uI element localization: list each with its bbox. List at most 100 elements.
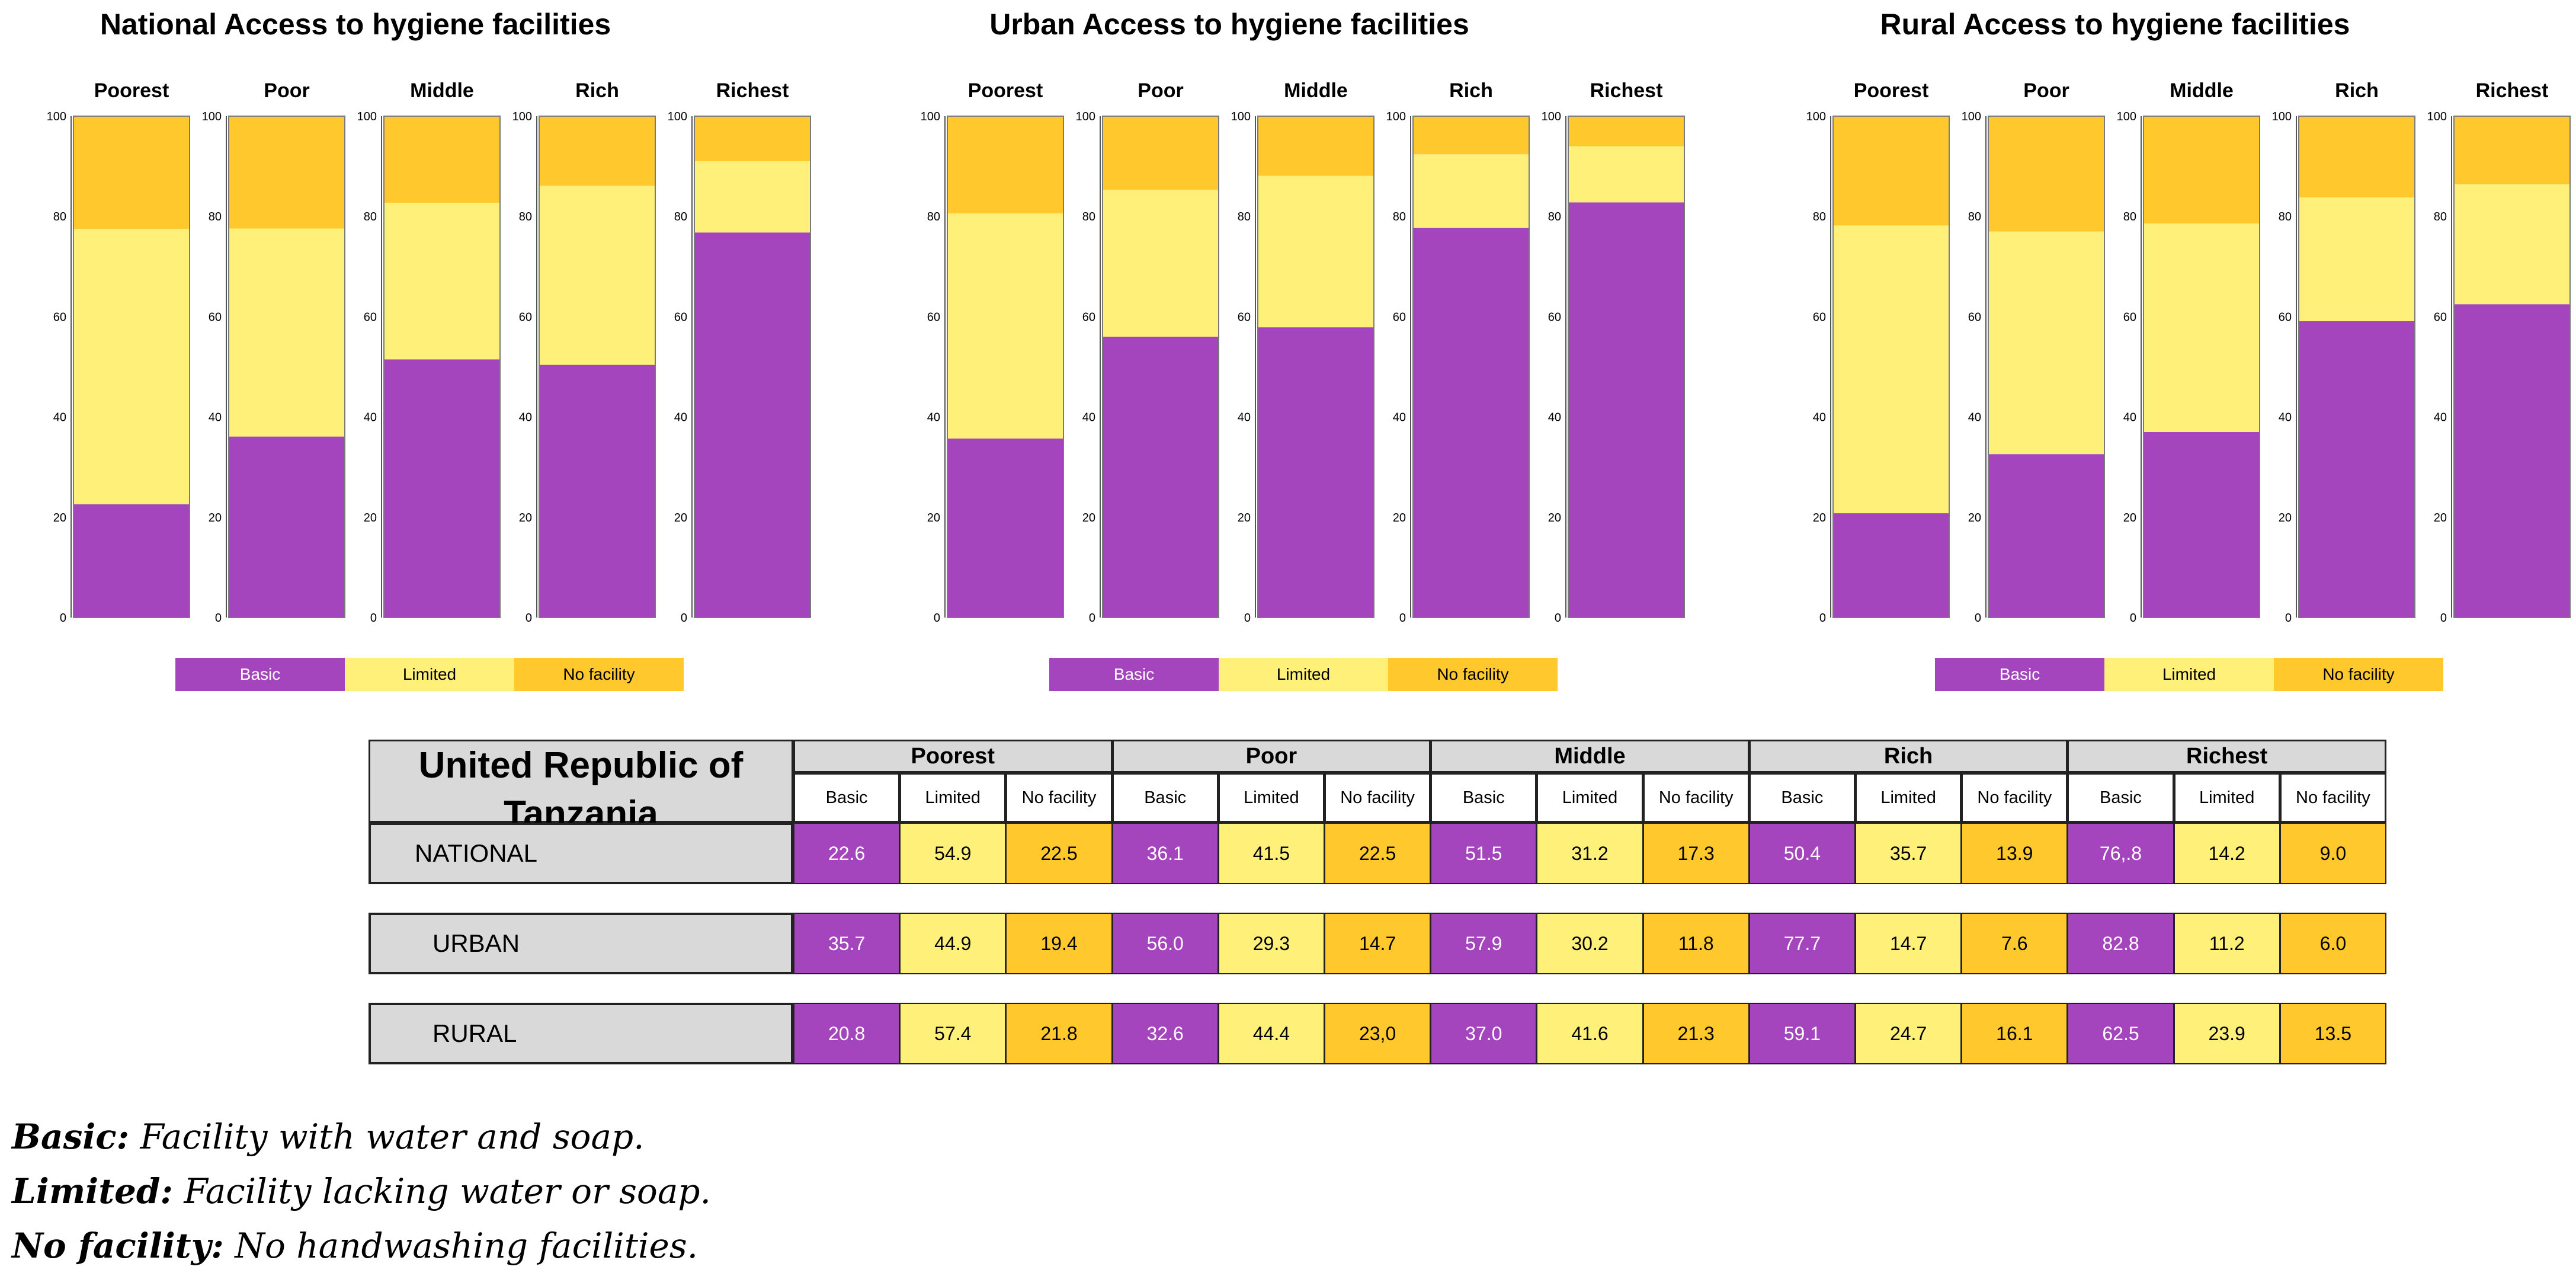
table-row: NATIONAL 22.6 54.9 22.5 36.1 41.5 22.5 51.5 31.2… bbox=[369, 823, 2386, 884]
y-tick-label: 100 bbox=[1076, 110, 1095, 123]
subheader-basic: Basic bbox=[2067, 773, 2174, 823]
y-tick-label: 20 bbox=[519, 511, 532, 524]
y-tick-label: 40 bbox=[519, 411, 532, 424]
y-tick-label: 0 bbox=[370, 612, 377, 625]
bar-frame bbox=[1568, 116, 1685, 618]
cell-limited: 41.5 bbox=[1217, 823, 1325, 884]
y-tick-label: 80 bbox=[364, 210, 377, 223]
cell-no-facility: 21.8 bbox=[1005, 1003, 1113, 1064]
y-tick-label: 40 bbox=[1548, 411, 1561, 424]
y-tick-label: 20 bbox=[1238, 511, 1251, 524]
y-tick-label: 100 bbox=[512, 110, 532, 123]
category-label: Poorest bbox=[968, 79, 1043, 102]
bar-frame bbox=[1257, 116, 1374, 618]
bar-limited-middle bbox=[384, 203, 500, 360]
y-tick-label: 100 bbox=[1386, 110, 1406, 123]
y-tick-label: 100 bbox=[357, 110, 377, 123]
cell-no-facility: 22.5 bbox=[1324, 823, 1431, 884]
y-tick-label: 40 bbox=[1393, 411, 1406, 424]
legend-limited: Limited bbox=[1219, 658, 1388, 691]
y-tick-label: 20 bbox=[1082, 511, 1095, 524]
chart-title: National Access to hygiene facilities bbox=[100, 8, 611, 41]
bar-basic-richest bbox=[2454, 304, 2570, 618]
subheader-limited: Limited bbox=[1855, 773, 1962, 823]
y-tick-label: 0 bbox=[681, 612, 687, 625]
cell-basic: 82.8 bbox=[2067, 913, 2174, 974]
definition-basic: Basic: Facility with water and soap. bbox=[12, 1117, 645, 1157]
category-label: Richest bbox=[716, 79, 789, 102]
cell-basic: 56.0 bbox=[1111, 913, 1219, 974]
legend-basic: Basic bbox=[175, 658, 345, 691]
y-tick-label: 40 bbox=[2279, 411, 2292, 424]
group-header-middle: Middle bbox=[1430, 740, 1750, 773]
cell-no-facility: 21.3 bbox=[1642, 1003, 1750, 1064]
subheader-basic: Basic bbox=[1111, 773, 1219, 823]
legend-limited: Limited bbox=[2104, 658, 2274, 691]
bar-limited-poor bbox=[1988, 231, 2104, 455]
bar-basic-poor bbox=[1103, 337, 1219, 618]
cell-limited: 30.2 bbox=[1536, 913, 1643, 974]
cell-limited: 29.3 bbox=[1217, 913, 1325, 974]
cell-no-facility: 14.7 bbox=[1324, 913, 1431, 974]
bar-no-facility-richest bbox=[694, 116, 810, 162]
cell-limited: 31.2 bbox=[1536, 823, 1643, 884]
y-tick-label: 100 bbox=[1962, 110, 1981, 123]
bar-no-facility-middle bbox=[384, 116, 500, 203]
legend-basic: Basic bbox=[1049, 658, 1219, 691]
y-tick-label: 40 bbox=[2123, 411, 2136, 424]
y-tick-label: 40 bbox=[2434, 411, 2447, 424]
bar-limited-poor bbox=[1103, 190, 1219, 337]
y-tick-label: 80 bbox=[53, 210, 66, 223]
cell-limited: 44.4 bbox=[1217, 1003, 1325, 1064]
bar-no-facility-poor bbox=[229, 116, 345, 229]
bar-basic-richest bbox=[1568, 202, 1684, 618]
y-tick-label: 0 bbox=[934, 612, 940, 625]
cell-basic: 32.6 bbox=[1111, 1003, 1219, 1064]
y-tick-label: 40 bbox=[53, 411, 66, 424]
bar-basic-rich bbox=[539, 364, 655, 618]
bar-no-facility-poorest bbox=[1833, 116, 1949, 226]
cell-limited: 57.4 bbox=[899, 1003, 1007, 1064]
bar-no-facility-poor bbox=[1103, 116, 1219, 190]
cell-no-facility: 23,0 bbox=[1324, 1003, 1431, 1064]
table-row: URBAN 35.7 44.9 19.4 56.0 29.3 14.7 57.9 30.2 11.… bbox=[369, 913, 2386, 974]
bar-basic-middle bbox=[2144, 431, 2260, 618]
bar-no-facility-rich bbox=[1413, 116, 1529, 155]
cell-no-facility: 7.6 bbox=[1961, 913, 2068, 974]
y-tick-label: 20 bbox=[364, 511, 377, 524]
y-tick-label: 60 bbox=[2434, 311, 2447, 324]
y-tick-label: 100 bbox=[1542, 110, 1561, 123]
bar-no-facility-richest bbox=[1568, 116, 1684, 146]
bar-frame bbox=[947, 116, 1064, 618]
y-tick-label: 20 bbox=[53, 511, 66, 524]
y-tick-label: 80 bbox=[1238, 210, 1251, 223]
bar-limited-poorest bbox=[947, 213, 1063, 439]
bar-basic-poor bbox=[1988, 454, 2104, 618]
bar-frame bbox=[1412, 116, 1530, 618]
bar-frame bbox=[1988, 116, 2105, 618]
bar-frame bbox=[383, 116, 501, 618]
bar-no-facility-richest bbox=[2454, 116, 2570, 185]
bar-limited-richest bbox=[2454, 184, 2570, 305]
chart-svg: Poorest 0 20 40 60 80 100 Poor 0 20 40 60 80 100 Middl… bbox=[1806, 79, 2571, 625]
y-tick-label: 80 bbox=[209, 210, 222, 223]
y-tick-label: 100 bbox=[1806, 110, 1826, 123]
cell-no-facility: 9.0 bbox=[2279, 823, 2386, 884]
y-tick-label: 20 bbox=[1393, 511, 1406, 524]
subheader-basic: Basic bbox=[1430, 773, 1537, 823]
legend-limited: Limited bbox=[345, 658, 514, 691]
y-tick-label: 100 bbox=[2117, 110, 2136, 123]
table-title: United Republic of Tanzania bbox=[369, 740, 793, 834]
y-tick-label: 40 bbox=[1813, 411, 1826, 424]
legend-basic: Basic bbox=[1935, 658, 2104, 691]
y-tick-label: 0 bbox=[1399, 612, 1406, 625]
category-label: Richest bbox=[1590, 79, 1663, 102]
y-tick-label: 80 bbox=[1082, 210, 1095, 223]
bar-basic-poorest bbox=[1833, 513, 1949, 618]
y-tick-label: 40 bbox=[1082, 411, 1095, 424]
urban-chart: Urban Access to hygiene facilities Poore… bbox=[874, 0, 1733, 705]
y-tick-label: 60 bbox=[1548, 311, 1561, 324]
chart-legend: Basic Limited No facility bbox=[1935, 658, 2443, 691]
category-label: Poor bbox=[264, 79, 309, 102]
y-tick-label: 20 bbox=[2434, 511, 2447, 524]
